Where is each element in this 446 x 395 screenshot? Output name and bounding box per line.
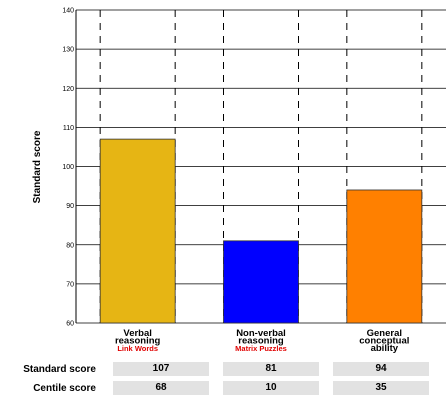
category-label: ability — [371, 343, 399, 354]
bars — [99, 138, 423, 324]
category-sublabel: Link Words — [117, 344, 158, 353]
y-tick-label: 90 — [66, 203, 74, 210]
category-label: Non-verbal — [236, 328, 286, 339]
y-tick-label: 100 — [62, 164, 74, 171]
bar — [99, 138, 176, 324]
category-label: Verbal — [123, 328, 152, 339]
y-tick-label: 60 — [66, 321, 74, 328]
centile-score-cell: 10 — [223, 381, 319, 395]
y-ticks: 60 70 80 90 100 110 120 130 140 — [62, 8, 74, 328]
centile-score-cell: 68 — [113, 381, 209, 395]
y-tick-label: 140 — [62, 8, 74, 15]
centile-score-label: Centile score — [33, 383, 96, 394]
y-tick-label: 70 — [66, 281, 74, 288]
y-axis-label: Standard score — [32, 130, 43, 203]
y-tick-label: 120 — [62, 86, 74, 93]
standard-score-label: Standard score — [23, 364, 96, 375]
bar — [346, 189, 423, 324]
y-tick-label: 110 — [63, 125, 74, 132]
category-label: reasoning — [115, 336, 161, 347]
category-label: reasoning — [238, 336, 284, 347]
bar — [223, 240, 299, 324]
category-label: conceptual — [359, 336, 409, 347]
y-tick-label: 130 — [62, 47, 74, 54]
centile-score-cell: 35 — [333, 381, 429, 395]
category-label: General — [367, 328, 402, 339]
y-tick-label: 80 — [66, 242, 74, 249]
category-sublabel: Matrix Puzzles — [235, 344, 287, 353]
standard-score-cell: 81 — [223, 362, 319, 376]
standard-score-cell: 94 — [333, 362, 429, 376]
standard-score-cell: 107 — [113, 362, 209, 376]
